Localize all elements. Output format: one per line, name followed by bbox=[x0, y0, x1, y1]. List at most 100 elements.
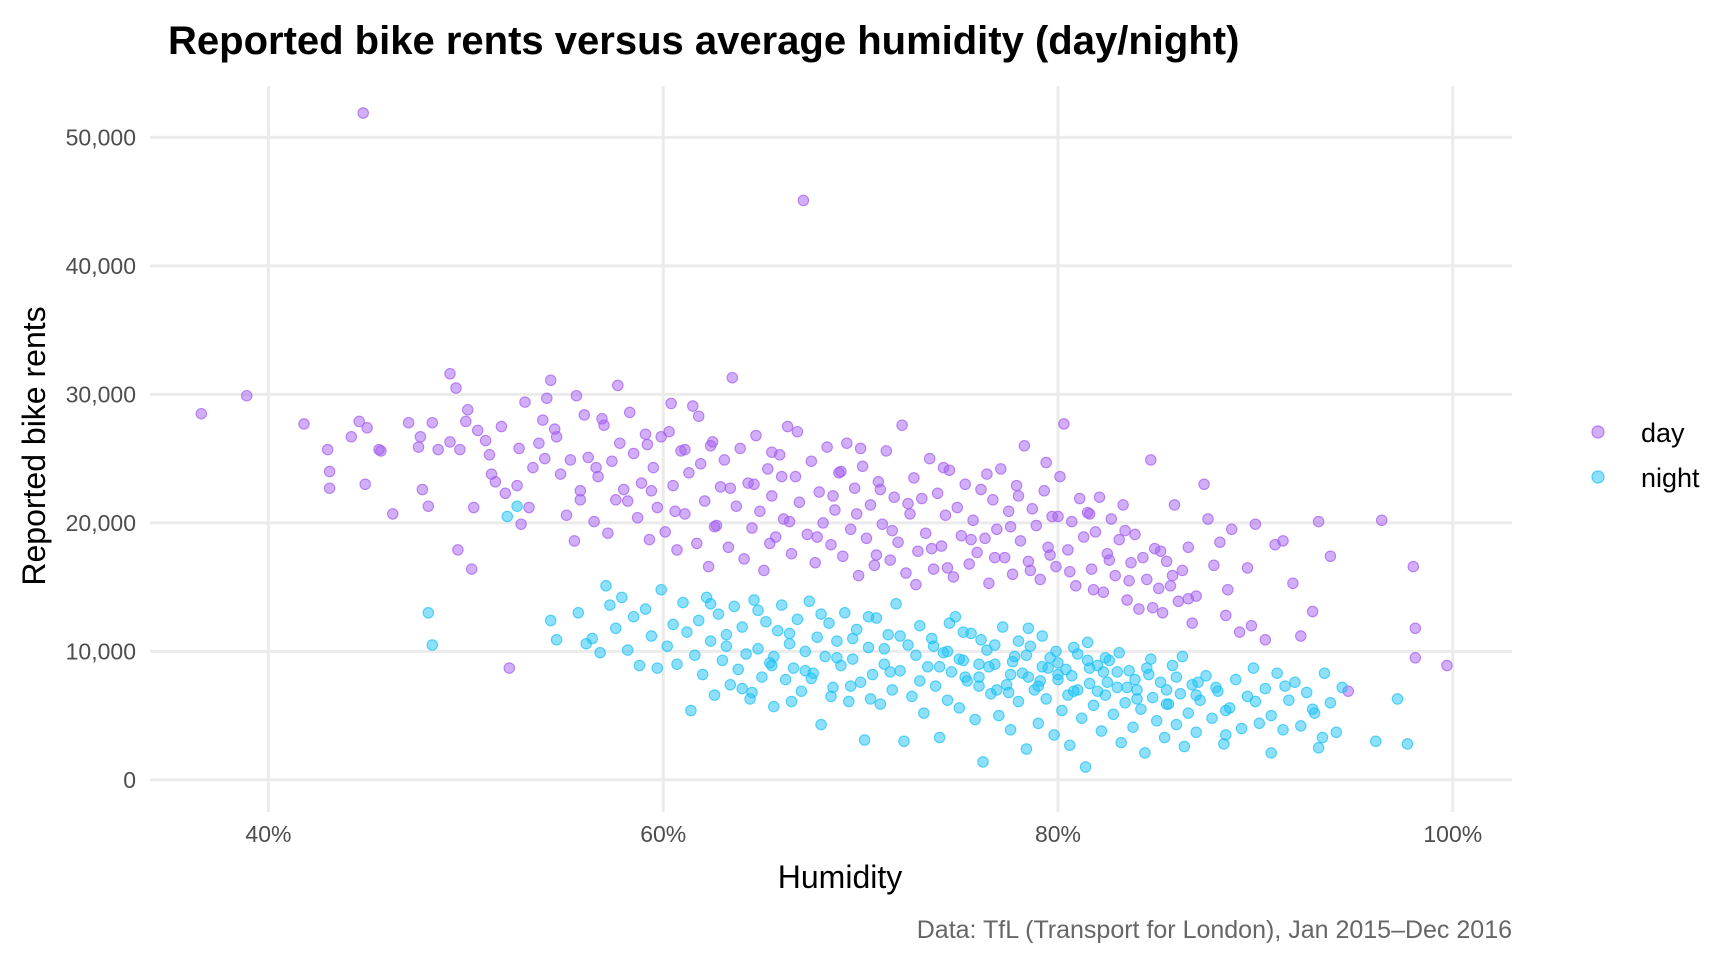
series-day bbox=[195, 107, 1453, 697]
data-point-day bbox=[989, 551, 1001, 564]
data-point-night bbox=[1247, 662, 1260, 674]
data-point-day bbox=[1026, 503, 1039, 515]
data-point-day bbox=[1198, 478, 1210, 491]
y-tick-label: 20,000 bbox=[66, 510, 136, 536]
data-point-night bbox=[708, 689, 721, 701]
data-point-day bbox=[1077, 531, 1090, 543]
data-point-night bbox=[1312, 742, 1325, 754]
data-point-day bbox=[888, 491, 900, 503]
data-point-night bbox=[1271, 667, 1283, 679]
data-point-night bbox=[1160, 698, 1173, 710]
data-point-day bbox=[844, 523, 857, 536]
data-point-day bbox=[704, 440, 717, 452]
data-point-night bbox=[815, 608, 827, 620]
data-point-night bbox=[791, 613, 804, 626]
data-point-night bbox=[1123, 664, 1135, 677]
data-point-day bbox=[1152, 582, 1165, 595]
data-point-day bbox=[998, 551, 1011, 564]
data-point-night bbox=[732, 663, 744, 676]
data-point-day bbox=[1012, 490, 1025, 502]
data-point-day bbox=[910, 578, 922, 591]
data-point-night bbox=[712, 608, 725, 620]
data-point-night bbox=[1370, 735, 1382, 748]
data-point-night bbox=[1265, 709, 1277, 722]
data-point-day bbox=[323, 482, 336, 494]
data-point-day bbox=[414, 431, 427, 443]
data-point-day bbox=[578, 409, 591, 421]
data-point-day bbox=[1004, 520, 1017, 533]
data-point-night bbox=[1127, 721, 1139, 733]
data-point-day bbox=[850, 508, 863, 520]
data-point-day bbox=[621, 495, 634, 507]
data-point-night bbox=[768, 700, 780, 713]
data-point-day bbox=[1166, 569, 1179, 582]
data-point-day bbox=[1172, 595, 1185, 608]
data-point-day bbox=[1105, 513, 1118, 525]
data-point-night bbox=[1318, 667, 1331, 679]
data-point-day bbox=[655, 431, 667, 443]
data-point-day bbox=[1202, 513, 1214, 525]
data-point-day bbox=[596, 413, 608, 425]
data-point-day bbox=[692, 410, 705, 422]
data-point-night bbox=[977, 756, 989, 768]
data-point-day bbox=[375, 445, 387, 457]
data-point-day bbox=[896, 419, 908, 431]
data-point-night bbox=[973, 680, 985, 692]
data-point-day bbox=[714, 481, 727, 493]
data-point-day bbox=[959, 478, 971, 491]
data-point-night bbox=[1265, 747, 1277, 759]
data-point-night bbox=[1176, 650, 1189, 663]
data-point-day bbox=[1024, 564, 1037, 577]
data-point-night bbox=[1071, 684, 1084, 696]
data-point-night bbox=[894, 664, 906, 677]
data-point-day bbox=[606, 455, 618, 467]
data-point-night bbox=[1279, 680, 1291, 692]
data-point-night bbox=[1316, 731, 1329, 744]
data-point-day bbox=[1044, 549, 1056, 561]
data-point-night bbox=[846, 653, 859, 665]
data-point-day bbox=[1038, 485, 1050, 497]
data-point-night bbox=[823, 617, 835, 629]
data-point-night bbox=[550, 634, 563, 646]
data-point-night bbox=[953, 653, 966, 665]
data-point-day bbox=[1123, 574, 1135, 587]
data-point-night bbox=[692, 614, 705, 627]
y-tick-label: 0 bbox=[123, 767, 136, 793]
data-point-day bbox=[1121, 594, 1133, 606]
data-point-day bbox=[647, 461, 660, 474]
data-point-night bbox=[422, 607, 435, 619]
data-point-night bbox=[1300, 686, 1313, 699]
data-point-day bbox=[503, 662, 516, 674]
data-point-night bbox=[1068, 641, 1080, 654]
data-point-day bbox=[1208, 559, 1220, 572]
data-point-night bbox=[927, 640, 940, 652]
data-point-day bbox=[454, 443, 466, 456]
data-point-night bbox=[933, 661, 946, 673]
data-point-night bbox=[1160, 684, 1173, 696]
data-point-day bbox=[353, 415, 365, 428]
data-point-night bbox=[799, 664, 812, 677]
data-point-day bbox=[892, 536, 904, 548]
data-point-day bbox=[1146, 601, 1159, 614]
data-point-night bbox=[766, 659, 778, 672]
data-point-day bbox=[462, 404, 474, 416]
data-point-day bbox=[931, 487, 944, 500]
data-point-day bbox=[738, 553, 750, 565]
data-point-day bbox=[357, 107, 369, 119]
data-point-day bbox=[1064, 565, 1076, 578]
data-point-day bbox=[641, 438, 654, 451]
data-point-night bbox=[1253, 717, 1266, 730]
data-point-night bbox=[1052, 668, 1064, 681]
data-point-day bbox=[979, 532, 991, 545]
data-point-day bbox=[444, 436, 456, 448]
data-point-day bbox=[1168, 499, 1181, 511]
data-point-night bbox=[633, 659, 646, 672]
data-point-day bbox=[947, 571, 960, 583]
data-point-night bbox=[1075, 712, 1088, 724]
data-point-night bbox=[1178, 740, 1191, 753]
data-point-night bbox=[1099, 652, 1112, 664]
data-point-day bbox=[1093, 491, 1106, 503]
data-point-night bbox=[910, 649, 922, 661]
data-point-day bbox=[511, 479, 523, 492]
